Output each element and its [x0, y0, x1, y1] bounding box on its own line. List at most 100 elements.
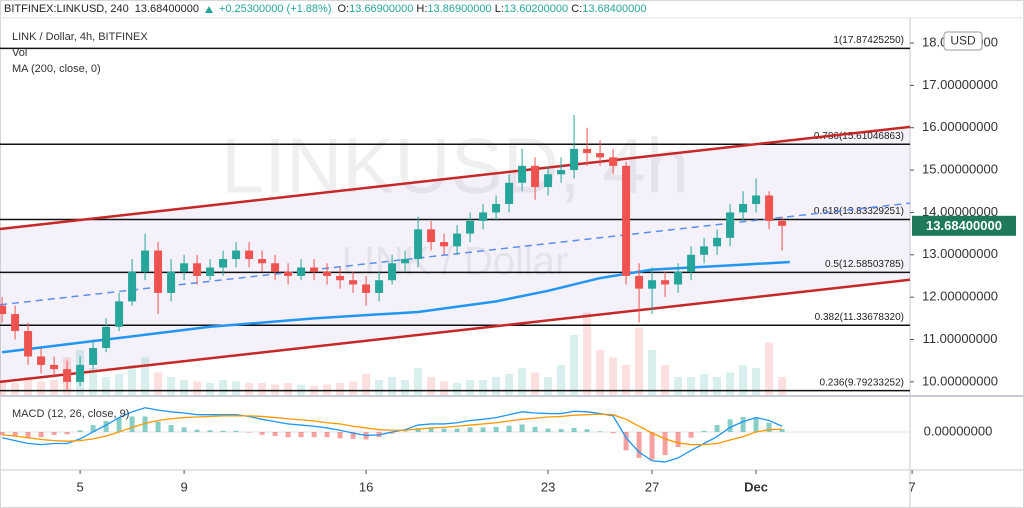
- volume-bar: [349, 381, 358, 395]
- candle-body: [609, 157, 618, 166]
- y-tick-label: 16.00000000: [922, 119, 998, 134]
- volume-bar: [752, 368, 761, 395]
- currency-label[interactable]: USD: [950, 34, 976, 48]
- candle-body: [427, 229, 436, 243]
- ohlc: O:13.66900000 H:13.86900000 L:13.6020000…: [338, 3, 647, 15]
- ohlc-value: 13.68400000: [582, 3, 647, 15]
- macd-histogram-bar: [467, 427, 473, 432]
- macd-histogram-bar: [233, 430, 239, 432]
- fib-label: 0.618(13.83329251): [814, 206, 904, 217]
- legend-ma: MA (200, close, 0): [12, 63, 101, 75]
- macd-histogram-bar: [51, 431, 57, 435]
- volume-bar: [37, 381, 46, 395]
- candle-body: [362, 284, 371, 293]
- macd-histogram-bar: [610, 431, 616, 434]
- volume-bar: [505, 374, 514, 395]
- candle-body: [297, 267, 306, 276]
- ohlc-key: H:: [416, 3, 428, 15]
- macd-histogram-bar: [428, 427, 434, 432]
- macd-histogram-bar: [12, 431, 18, 437]
- candle-body: [37, 356, 46, 365]
- volume-bar: [206, 383, 215, 395]
- candle-body: [258, 259, 267, 264]
- candle-body: [336, 275, 345, 281]
- y-tick-label: 13.00000000: [922, 246, 998, 261]
- volume-bar: [414, 368, 423, 395]
- volume-bar: [557, 365, 566, 395]
- volume-bar: [375, 380, 384, 395]
- macd-histogram-bar: [545, 428, 551, 432]
- trend-line: [0, 202, 910, 306]
- candle-body: [245, 250, 254, 260]
- candle-body: [24, 331, 33, 357]
- ohlc-key: O:: [337, 3, 350, 15]
- macd-histogram-bar: [779, 429, 785, 432]
- x-tick-label: 23: [541, 479, 555, 494]
- candle-body: [752, 195, 761, 204]
- macd-histogram-bar: [298, 431, 304, 438]
- macd-histogram-bar: [285, 431, 291, 438]
- candle-body: [440, 242, 449, 247]
- candle-body: [115, 301, 124, 327]
- candle-body: [557, 170, 566, 175]
- volume-bar: [544, 377, 553, 395]
- macd-histogram-bar: [0, 431, 5, 435]
- macd-histogram-bar: [662, 431, 668, 456]
- macd-histogram-bar: [181, 427, 187, 432]
- candle-body: [778, 220, 787, 226]
- volume-bar: [765, 342, 774, 395]
- currency-box[interactable]: [943, 31, 983, 51]
- y-tick-label: 12.00000000: [922, 289, 998, 304]
- header: BITFINEX:LINKUSD, 240 13.68400000 +0.253…: [4, 1, 646, 17]
- macd-histogram-bar: [90, 425, 96, 432]
- macd-histogram-bar: [454, 428, 460, 432]
- macd-line: [1, 407, 783, 463]
- candle-body: [232, 250, 241, 260]
- macd-histogram-bar: [38, 431, 44, 438]
- volume-bar: [180, 380, 189, 395]
- macd-histogram-bar: [246, 431, 252, 433]
- macd-histogram-bar: [740, 417, 746, 432]
- candle-body: [687, 254, 696, 272]
- volume-bar: [518, 368, 527, 395]
- volume-bar: [479, 380, 488, 395]
- candle-body: [700, 246, 709, 255]
- volume-bar: [609, 357, 618, 395]
- volume-bar: [648, 350, 657, 395]
- macd-histogram-bar: [129, 416, 135, 432]
- macd-pane: [0, 407, 910, 463]
- volume-bar: [89, 368, 98, 395]
- macd-histogram-bar: [324, 431, 330, 438]
- volume-bar: [700, 374, 709, 395]
- candle-body: [492, 203, 501, 213]
- candle-body: [401, 259, 410, 264]
- volume-bar: [531, 372, 540, 395]
- candle-body: [128, 271, 137, 302]
- macd-histogram-bar: [623, 431, 629, 451]
- macd-histogram-bar: [337, 431, 343, 439]
- volume-bar: [739, 365, 748, 395]
- candle-body: [63, 369, 72, 382]
- volume-bar: [128, 365, 137, 395]
- macd-histogram-bar: [259, 431, 265, 435]
- macd-histogram-bar: [64, 431, 70, 435]
- candle-body: [635, 275, 644, 289]
- volume-bar: [219, 380, 228, 395]
- candle-body: [310, 267, 319, 272]
- candle-body: [349, 280, 358, 285]
- x-tick-label: Dec: [744, 479, 768, 494]
- candle-body: [531, 165, 540, 188]
- macd-histogram-bar: [480, 427, 486, 432]
- x-tick-label: 27: [645, 479, 659, 494]
- volume-bar: [687, 377, 696, 395]
- macd-histogram-bar: [402, 431, 408, 432]
- candle-body: [50, 364, 59, 370]
- candle-body: [505, 182, 514, 204]
- candle-body: [180, 263, 189, 272]
- trend-line: [0, 125, 910, 231]
- volume-bar: [674, 377, 683, 395]
- candle-body: [219, 259, 228, 268]
- volume-bar: [570, 335, 579, 395]
